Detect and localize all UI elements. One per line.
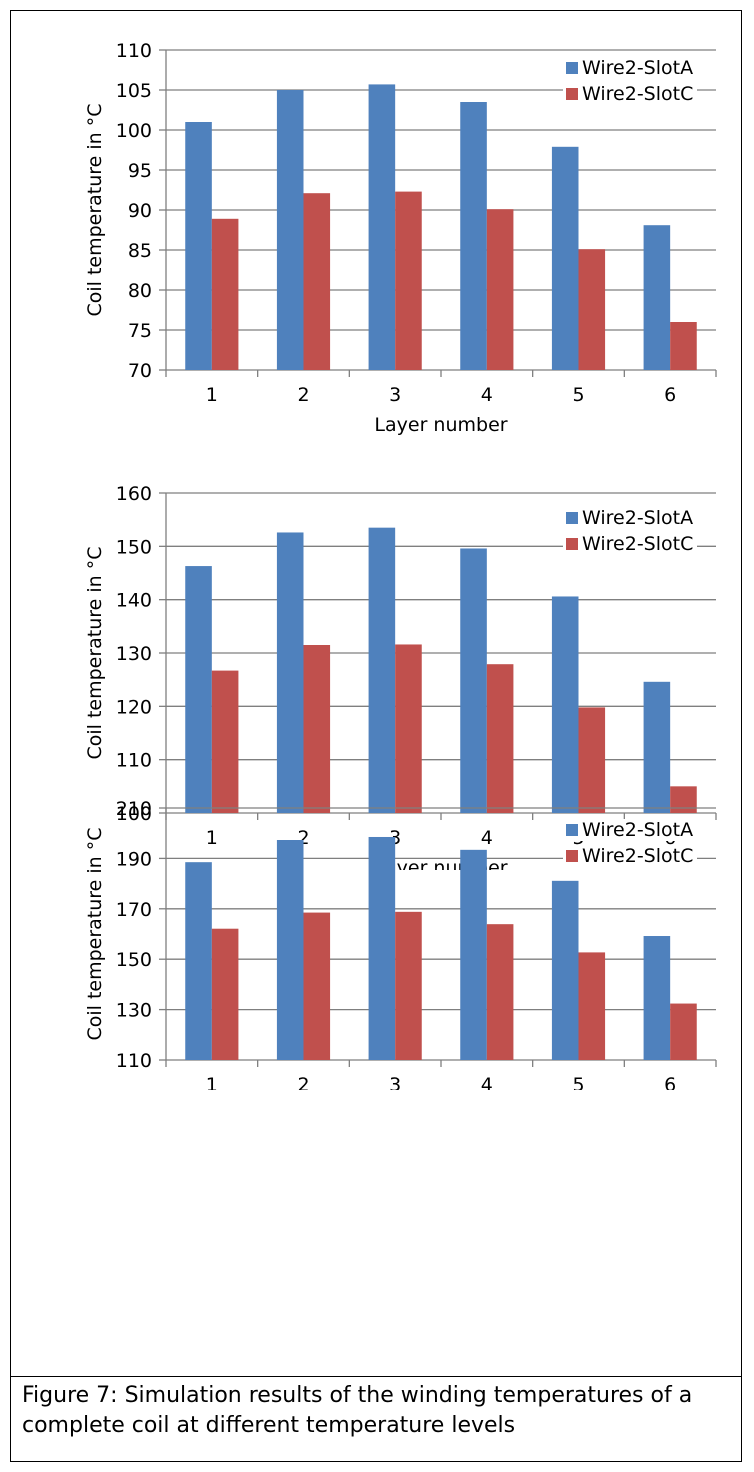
bar-slota (276, 532, 304, 813)
bar-slotc (395, 911, 422, 1060)
bar-slota (368, 527, 396, 813)
bar-slotc (395, 644, 422, 813)
y-tick-label: 140 (116, 590, 152, 612)
y-tick-label: 110 (116, 40, 152, 62)
y-tick-label: 130 (116, 1000, 152, 1022)
y-tick-label: 150 (116, 949, 152, 971)
bar-slota (460, 102, 487, 370)
y-tick-label: 95 (128, 160, 152, 182)
legend-swatch (566, 62, 578, 74)
y-axis-label: Coil temperature in °C (84, 827, 106, 1040)
y-tick-label: 100 (116, 803, 152, 825)
bar-slota (185, 122, 212, 370)
x-tick-label: 5 (572, 1074, 584, 1090)
legend-label: Wire2-SlotA (582, 819, 693, 841)
y-tick-label: 110 (116, 750, 152, 772)
x-tick-label: 6 (664, 1074, 676, 1090)
bar-slota (551, 596, 579, 813)
bar-slotc (578, 952, 606, 1060)
legend-swatch (566, 824, 578, 836)
y-axis-label: Coil temperature in °C (84, 103, 106, 316)
bar-slotc (486, 924, 514, 1060)
legend-label: Wire2-SlotA (582, 57, 693, 79)
y-tick-label: 75 (128, 320, 152, 342)
x-tick-label: 5 (572, 384, 584, 406)
y-tick-label: 190 (116, 848, 152, 870)
legend-bg (563, 533, 697, 555)
x-tick-label: 6 (664, 384, 676, 406)
bar-slota (643, 936, 671, 1060)
legend-label: Wire2-SlotC (582, 83, 693, 105)
bar-slota (551, 880, 579, 1060)
chart-middle: 100110120130140150160123456Layer numberC… (84, 483, 717, 870)
bar-slotc (395, 191, 422, 370)
legend-swatch (566, 88, 578, 100)
bar-slota (368, 836, 396, 1060)
bar-slotc (578, 249, 606, 370)
x-tick-label: 2 (297, 384, 309, 406)
bar-slota (460, 548, 487, 813)
x-axis-label: Layer number (374, 414, 507, 436)
bar-slota (551, 146, 579, 370)
y-tick-label: 150 (116, 536, 152, 558)
legend-bg (563, 845, 697, 867)
legend-label: Wire2-SlotC (582, 533, 693, 555)
x-tick-label: 1 (206, 384, 218, 406)
bar-slota (643, 681, 671, 813)
x-tick-label: 2 (297, 1074, 309, 1090)
bar-slotc (211, 928, 239, 1060)
bar-slota (185, 862, 212, 1060)
y-tick-label: 210 (116, 798, 152, 820)
chart-bottom: 110130150170190210123456Layer numberCoil… (84, 798, 717, 1090)
bar-slotc (670, 1003, 697, 1060)
bar-slota (276, 840, 304, 1060)
x-tick-label: 1 (206, 1074, 218, 1090)
bar-slotc (578, 707, 606, 813)
y-tick-label: 130 (116, 643, 152, 665)
x-tick-label: 4 (481, 827, 493, 849)
bar-slotc (486, 664, 514, 813)
y-tick-label: 90 (128, 200, 152, 222)
x-tick-label: 3 (389, 384, 401, 406)
y-tick-label: 170 (116, 899, 152, 921)
bar-slotc (486, 209, 514, 370)
x-tick-label: 4 (481, 384, 493, 406)
bar-slotc (211, 670, 239, 813)
legend-swatch (566, 850, 578, 862)
y-tick-label: 105 (116, 80, 152, 102)
y-tick-label: 160 (116, 483, 152, 505)
legend-swatch (566, 512, 578, 524)
legend-bg (563, 57, 697, 79)
bar-slotc (211, 218, 239, 370)
figure-caption: Figure 7: Simulation results of the wind… (22, 1383, 693, 1438)
bar-slota (460, 849, 487, 1060)
legend-label: Wire2-SlotC (582, 845, 693, 867)
caption-divider (10, 1376, 742, 1377)
y-tick-label: 70 (128, 360, 152, 382)
legend-bg (563, 83, 697, 105)
x-tick-label: 3 (389, 1074, 401, 1090)
bar-slotc (303, 912, 331, 1060)
x-tick-label: 1 (206, 827, 218, 849)
x-tick-label: 4 (481, 1074, 493, 1090)
y-tick-label: 80 (128, 280, 152, 302)
chart-top: 70 75 80 85 90 95 100 105 110 1 2 3 4 5 6 Layer number C… (84, 40, 717, 436)
bar-slota (643, 225, 671, 370)
bar-slotc (670, 322, 697, 370)
bar-slota (276, 90, 304, 370)
y-tick-label: 120 (116, 696, 152, 718)
legend-bg (563, 507, 697, 529)
bar-slota (185, 566, 212, 813)
bar-slotc (303, 645, 331, 813)
y-tick-label: 100 (116, 120, 152, 142)
bar-slotc (303, 193, 331, 370)
y-tick-label: 110 (116, 1050, 152, 1072)
bar-slota (368, 84, 396, 371)
legend-bg (563, 819, 697, 841)
y-axis-label: Coil temperature in °C (84, 546, 106, 759)
legend-swatch (566, 538, 578, 550)
legend-label: Wire2-SlotA (582, 507, 693, 529)
y-tick-label: 85 (128, 240, 152, 262)
